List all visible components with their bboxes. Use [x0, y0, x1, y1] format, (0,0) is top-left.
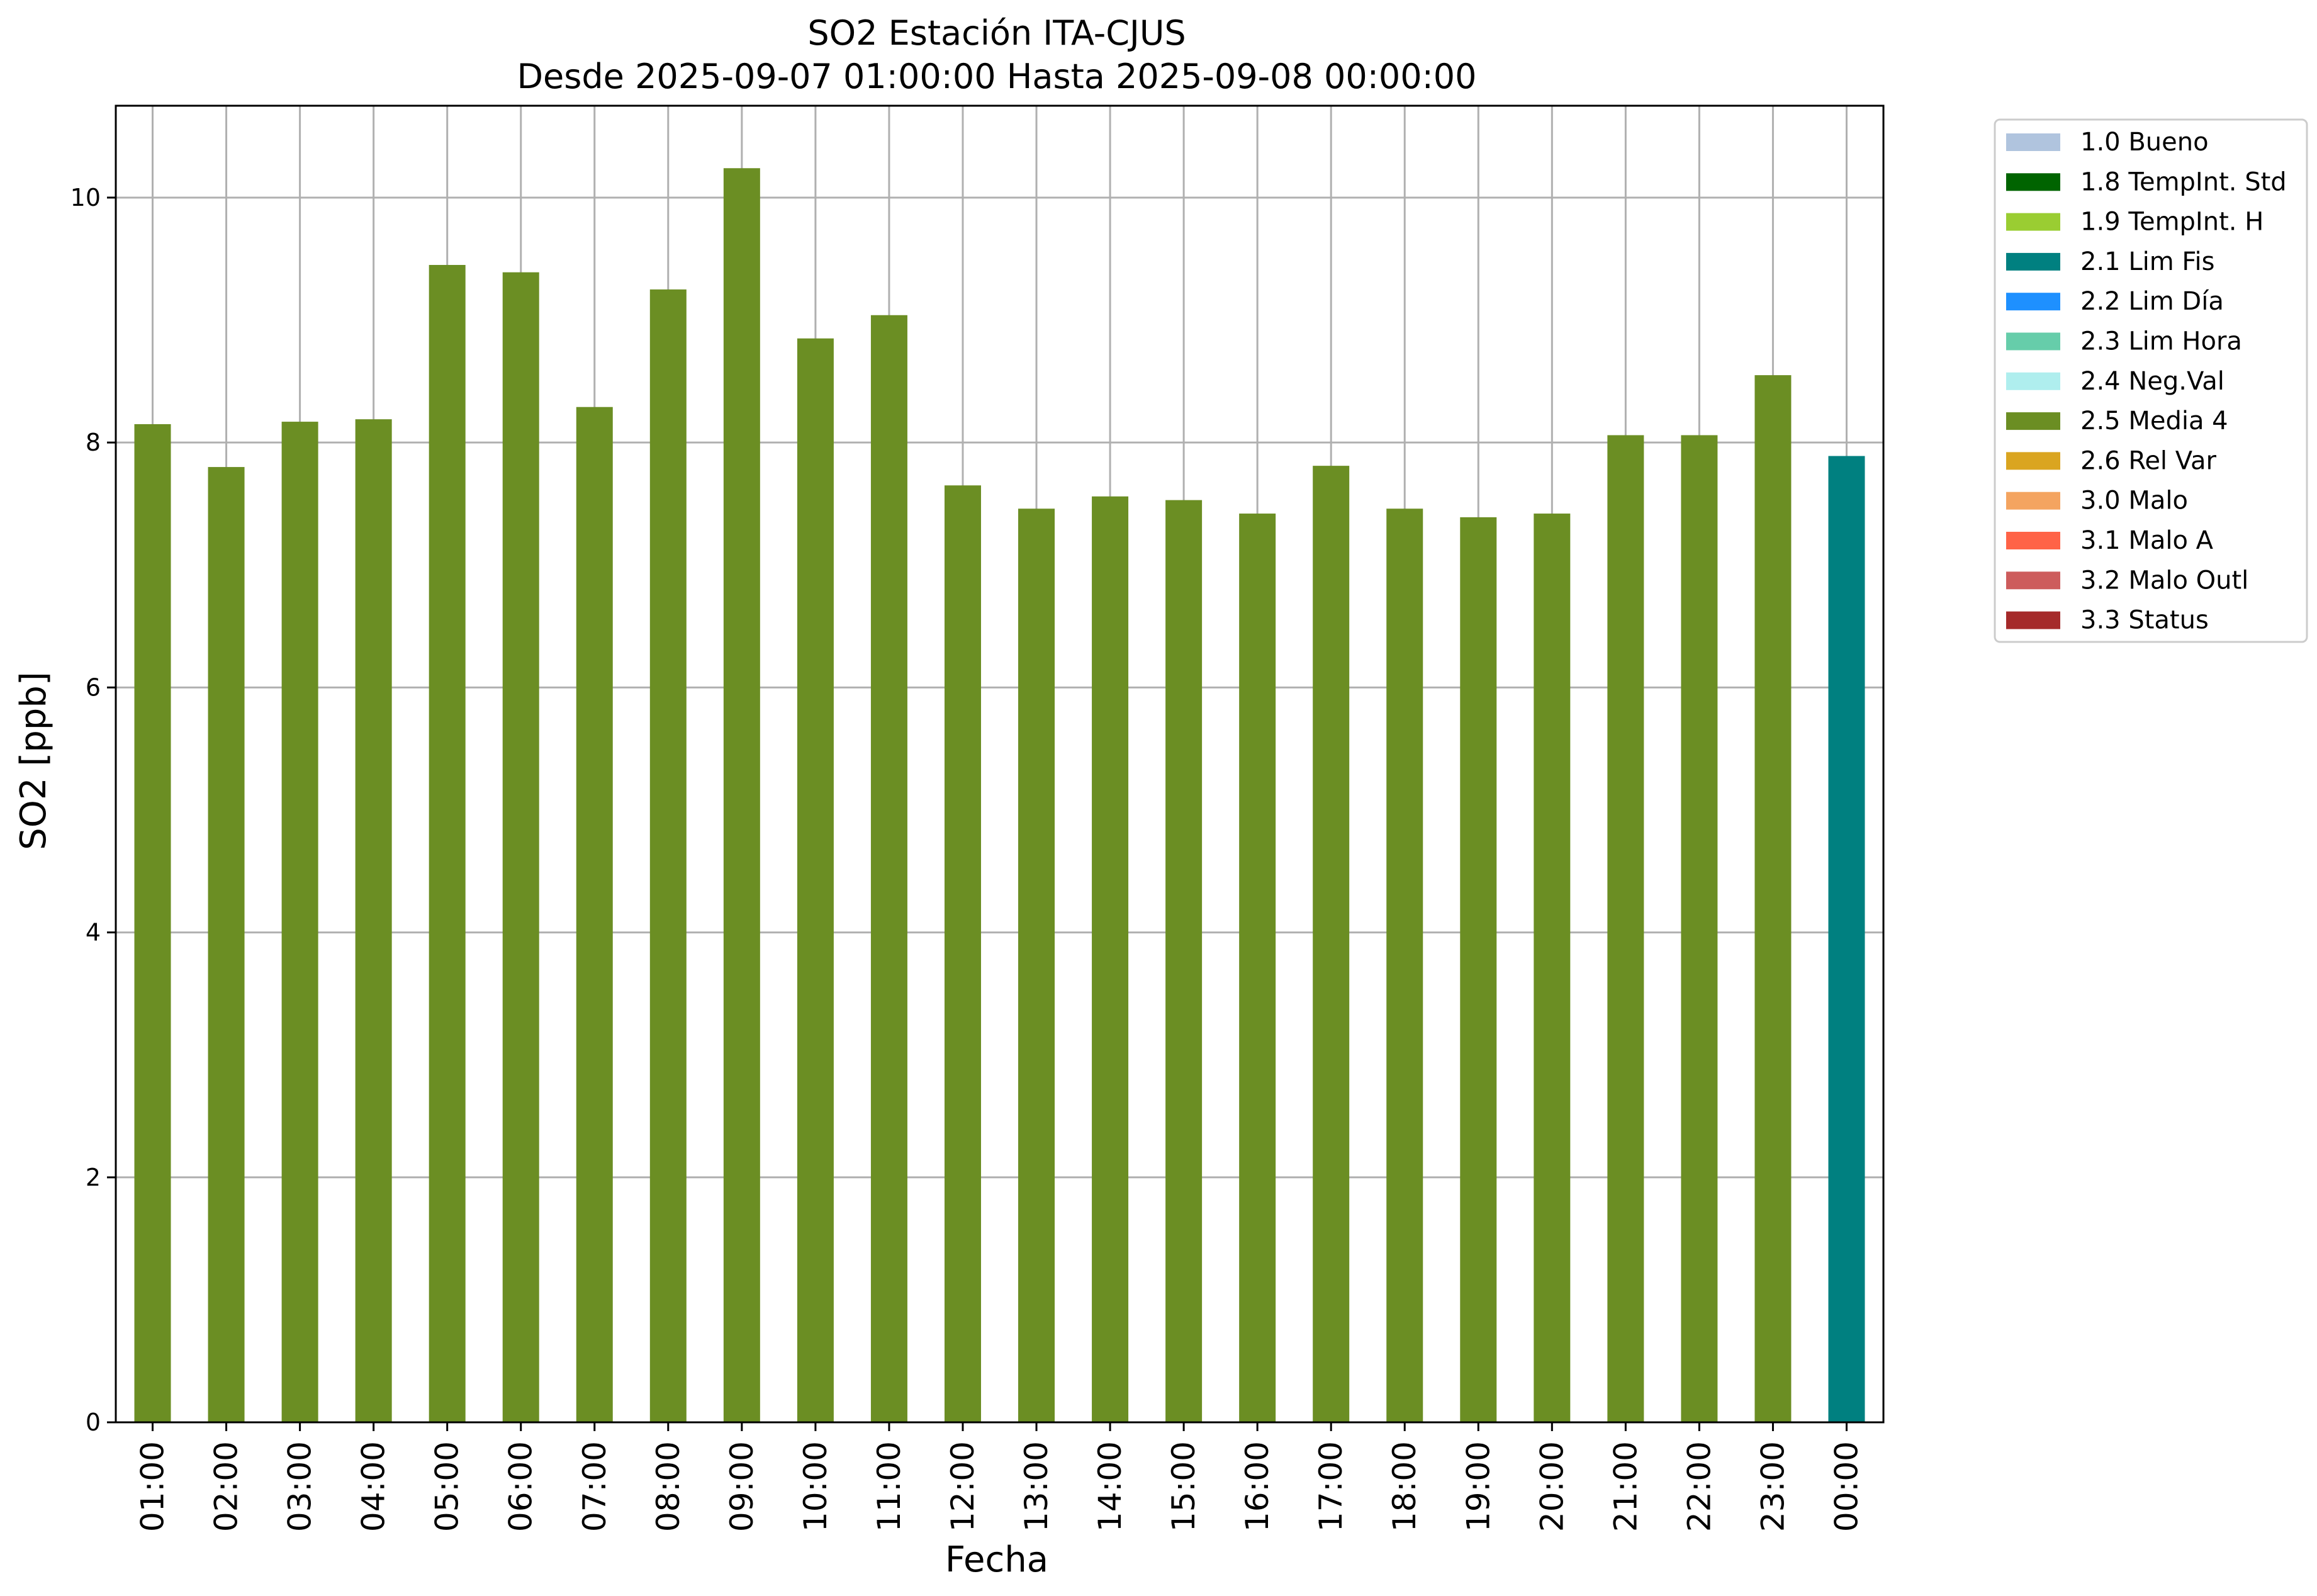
chart-title: SO2 Estación ITA-CJUS [807, 13, 1186, 53]
bars-group [134, 168, 1865, 1423]
x-tick-label: 11:00 [871, 1441, 907, 1532]
x-tick-label: 03:00 [282, 1441, 318, 1532]
bar [1165, 500, 1203, 1422]
legend-swatch [2006, 571, 2060, 590]
chart-subtitle: Desde 2025-09-07 01:00:00 Hasta 2025-09-… [517, 57, 1476, 96]
x-tick-label: 04:00 [356, 1441, 392, 1532]
legend-item-label: 2.5 Media 4 [2080, 407, 2228, 436]
legend-item-label: 2.2 Lim Día [2080, 287, 2224, 316]
bar [1754, 375, 1792, 1422]
bar [649, 289, 687, 1422]
bar [1092, 496, 1129, 1422]
x-tick-label: 18:00 [1386, 1441, 1423, 1532]
y-tick-label: 8 [86, 429, 101, 456]
x-tick-label: 02:00 [208, 1441, 245, 1532]
legend-swatch [2006, 332, 2060, 351]
legend-swatch [2006, 372, 2060, 390]
legend-swatch [2006, 412, 2060, 430]
bar [281, 422, 318, 1422]
plot-frame [115, 104, 1885, 1424]
y-tick-label: 0 [86, 1408, 101, 1436]
y-ticks: 0 2 4 6 8 10 [70, 184, 116, 1436]
legend-swatch [2006, 611, 2060, 629]
legend-swatch [2006, 173, 2060, 191]
legend-swatch [2006, 213, 2060, 231]
x-tick-label: 14:00 [1092, 1441, 1128, 1532]
bar [208, 467, 245, 1422]
y-tick-label: 6 [86, 673, 101, 701]
x-tick-label: 13:00 [1018, 1441, 1055, 1532]
x-ticks: 01:00 02:00 03:00 04:00 05:00 06:00 07:00 08:00… [135, 1422, 1865, 1532]
bar [429, 264, 466, 1422]
legend-item-label: 3.1 Malo A [2080, 526, 2214, 555]
bar [723, 168, 760, 1422]
legend-swatch [2006, 252, 2060, 271]
legend-item-label: 1.0 Bueno [2080, 128, 2209, 157]
legend-item-label: 2.4 Neg.Val [2080, 367, 2224, 396]
legend-item-label: 3.2 Malo Outl [2080, 566, 2248, 595]
x-tick-label: 20:00 [1534, 1441, 1570, 1532]
y-tick-label: 10 [70, 184, 101, 211]
x-tick-label: 21:00 [1607, 1441, 1644, 1532]
bar [355, 419, 392, 1422]
x-tick-label: 00:00 [1828, 1441, 1865, 1532]
bar [1386, 509, 1423, 1423]
x-tick-label: 01:00 [135, 1441, 171, 1532]
y-tick-label: 2 [86, 1164, 101, 1191]
bar [502, 272, 539, 1422]
x-tick-label: 15:00 [1165, 1441, 1202, 1532]
bar [1313, 466, 1350, 1422]
x-axis-label: Fecha [945, 1539, 1048, 1580]
bar [1828, 456, 1865, 1422]
bar [134, 424, 171, 1422]
x-tick-label: 09:00 [724, 1441, 760, 1532]
legend: 1.0 Bueno 1.8 TempInt. Std 1.9 TempInt. H 2… [1994, 118, 2308, 643]
bar [870, 315, 907, 1423]
x-tick-label: 12:00 [945, 1441, 981, 1532]
legend-swatch [2006, 133, 2060, 151]
legend-item-label: 2.1 Lim Fis [2080, 247, 2214, 276]
axes-group [115, 104, 1885, 1424]
bar [1018, 509, 1055, 1423]
x-tick-label: 10:00 [797, 1441, 834, 1532]
legend-item-label: 3.0 Malo [2080, 486, 2188, 515]
x-tick-label: 22:00 [1681, 1441, 1717, 1532]
bar [1460, 517, 1497, 1423]
legend-item-label: 1.9 TempInt. H [2080, 208, 2264, 237]
legend-swatch [2006, 492, 2060, 510]
x-tick-label: 08:00 [650, 1441, 687, 1532]
legend-item-label: 1.8 TempInt. Std [2080, 167, 2287, 196]
y-axis-label: SO2 [ppb] [13, 672, 54, 850]
x-tick-label: 16:00 [1239, 1441, 1276, 1532]
bar [1607, 435, 1644, 1422]
bar [1239, 514, 1276, 1423]
bar [944, 485, 981, 1422]
x-tick-label: 07:00 [576, 1441, 613, 1532]
legend-swatch [2006, 293, 2060, 311]
legend-item-label: 2.3 Lim Hora [2080, 327, 2242, 356]
x-tick-label: 06:00 [503, 1441, 539, 1532]
legend-frame [1994, 118, 2308, 643]
y-tick-label: 4 [86, 919, 101, 947]
legend-swatch [2006, 532, 2060, 549]
bar [1681, 435, 1718, 1422]
bar [1534, 514, 1571, 1423]
x-tick-label: 17:00 [1313, 1441, 1349, 1532]
bar [576, 407, 613, 1422]
x-tick-label: 19:00 [1460, 1441, 1496, 1532]
legend-item-label: 3.3 Status [2080, 606, 2209, 635]
legend-item-label: 2.6 Rel Var [2080, 446, 2217, 475]
bar [797, 338, 834, 1423]
x-tick-label: 23:00 [1754, 1441, 1791, 1532]
x-tick-label: 05:00 [429, 1441, 466, 1532]
legend-swatch [2006, 452, 2060, 470]
